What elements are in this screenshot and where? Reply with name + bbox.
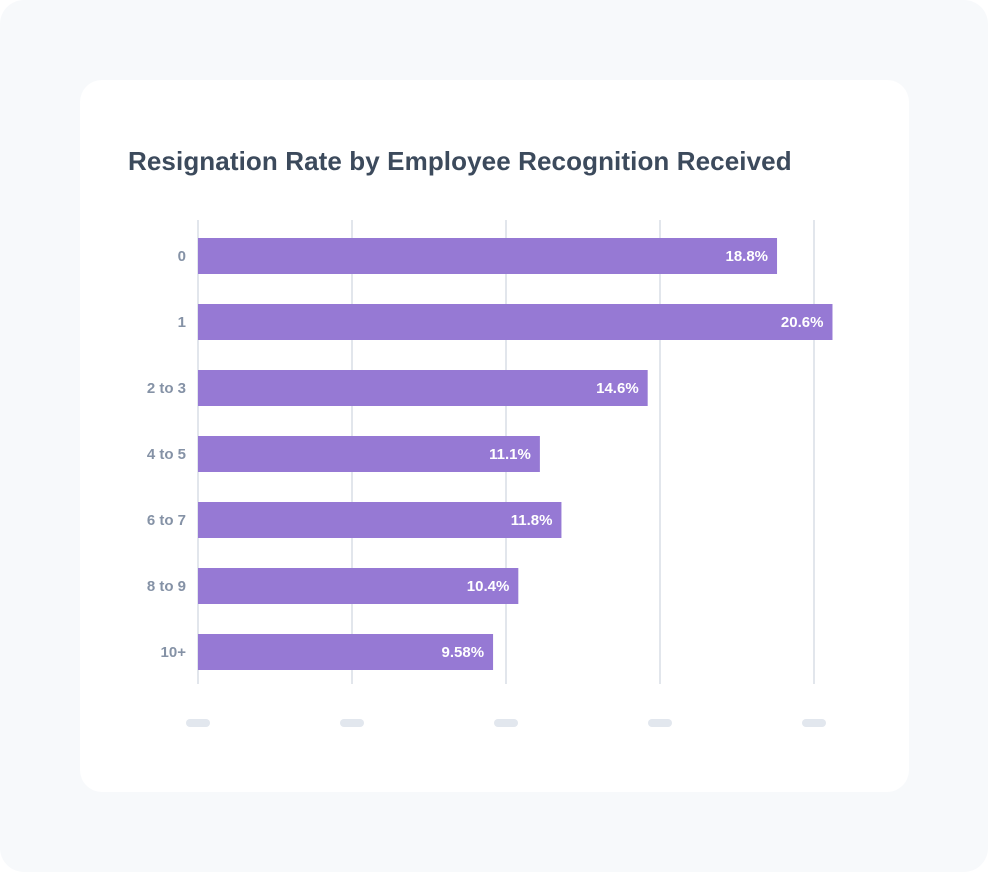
- category-label-1: 1: [178, 314, 186, 331]
- value-label-1: 20.6%: [781, 314, 824, 331]
- bar-6: [198, 634, 494, 670]
- category-label-4: 6 to 7: [147, 512, 186, 529]
- value-label-5: 10.4%: [467, 578, 510, 595]
- value-label-4: 11.8%: [511, 512, 553, 529]
- bar-1: [198, 304, 833, 340]
- bar-3: [198, 436, 540, 472]
- category-label-2: 2 to 3: [147, 380, 186, 397]
- category-label-3: 4 to 5: [147, 446, 186, 463]
- bar-0: [198, 238, 778, 274]
- x-tick-placeholder-2: [494, 719, 518, 727]
- tick-layer: [186, 719, 826, 727]
- x-tick-placeholder-4: [802, 719, 826, 727]
- x-tick-placeholder-0: [186, 719, 210, 727]
- bar-layer: [198, 238, 833, 670]
- label-layer: 0 18.8% 1 20.6% 2 to 3 14.6% 4 to 5 11.1% 6 to 7…: [147, 248, 824, 661]
- bar-4: [198, 502, 562, 538]
- bar-5: [198, 568, 519, 604]
- x-tick-placeholder-3: [648, 719, 672, 727]
- value-label-0: 18.8%: [725, 248, 768, 265]
- category-label-5: 8 to 9: [147, 578, 186, 595]
- chart-title: Resignation Rate by Employee Recognition…: [128, 146, 792, 176]
- value-label-2: 14.6%: [596, 380, 639, 397]
- x-tick-placeholder-1: [340, 719, 364, 727]
- bar-2: [198, 370, 648, 406]
- category-label-6: 10+: [161, 644, 187, 661]
- value-label-3: 11.1%: [489, 446, 531, 463]
- category-label-0: 0: [178, 248, 186, 265]
- value-label-6: 9.58%: [442, 644, 485, 661]
